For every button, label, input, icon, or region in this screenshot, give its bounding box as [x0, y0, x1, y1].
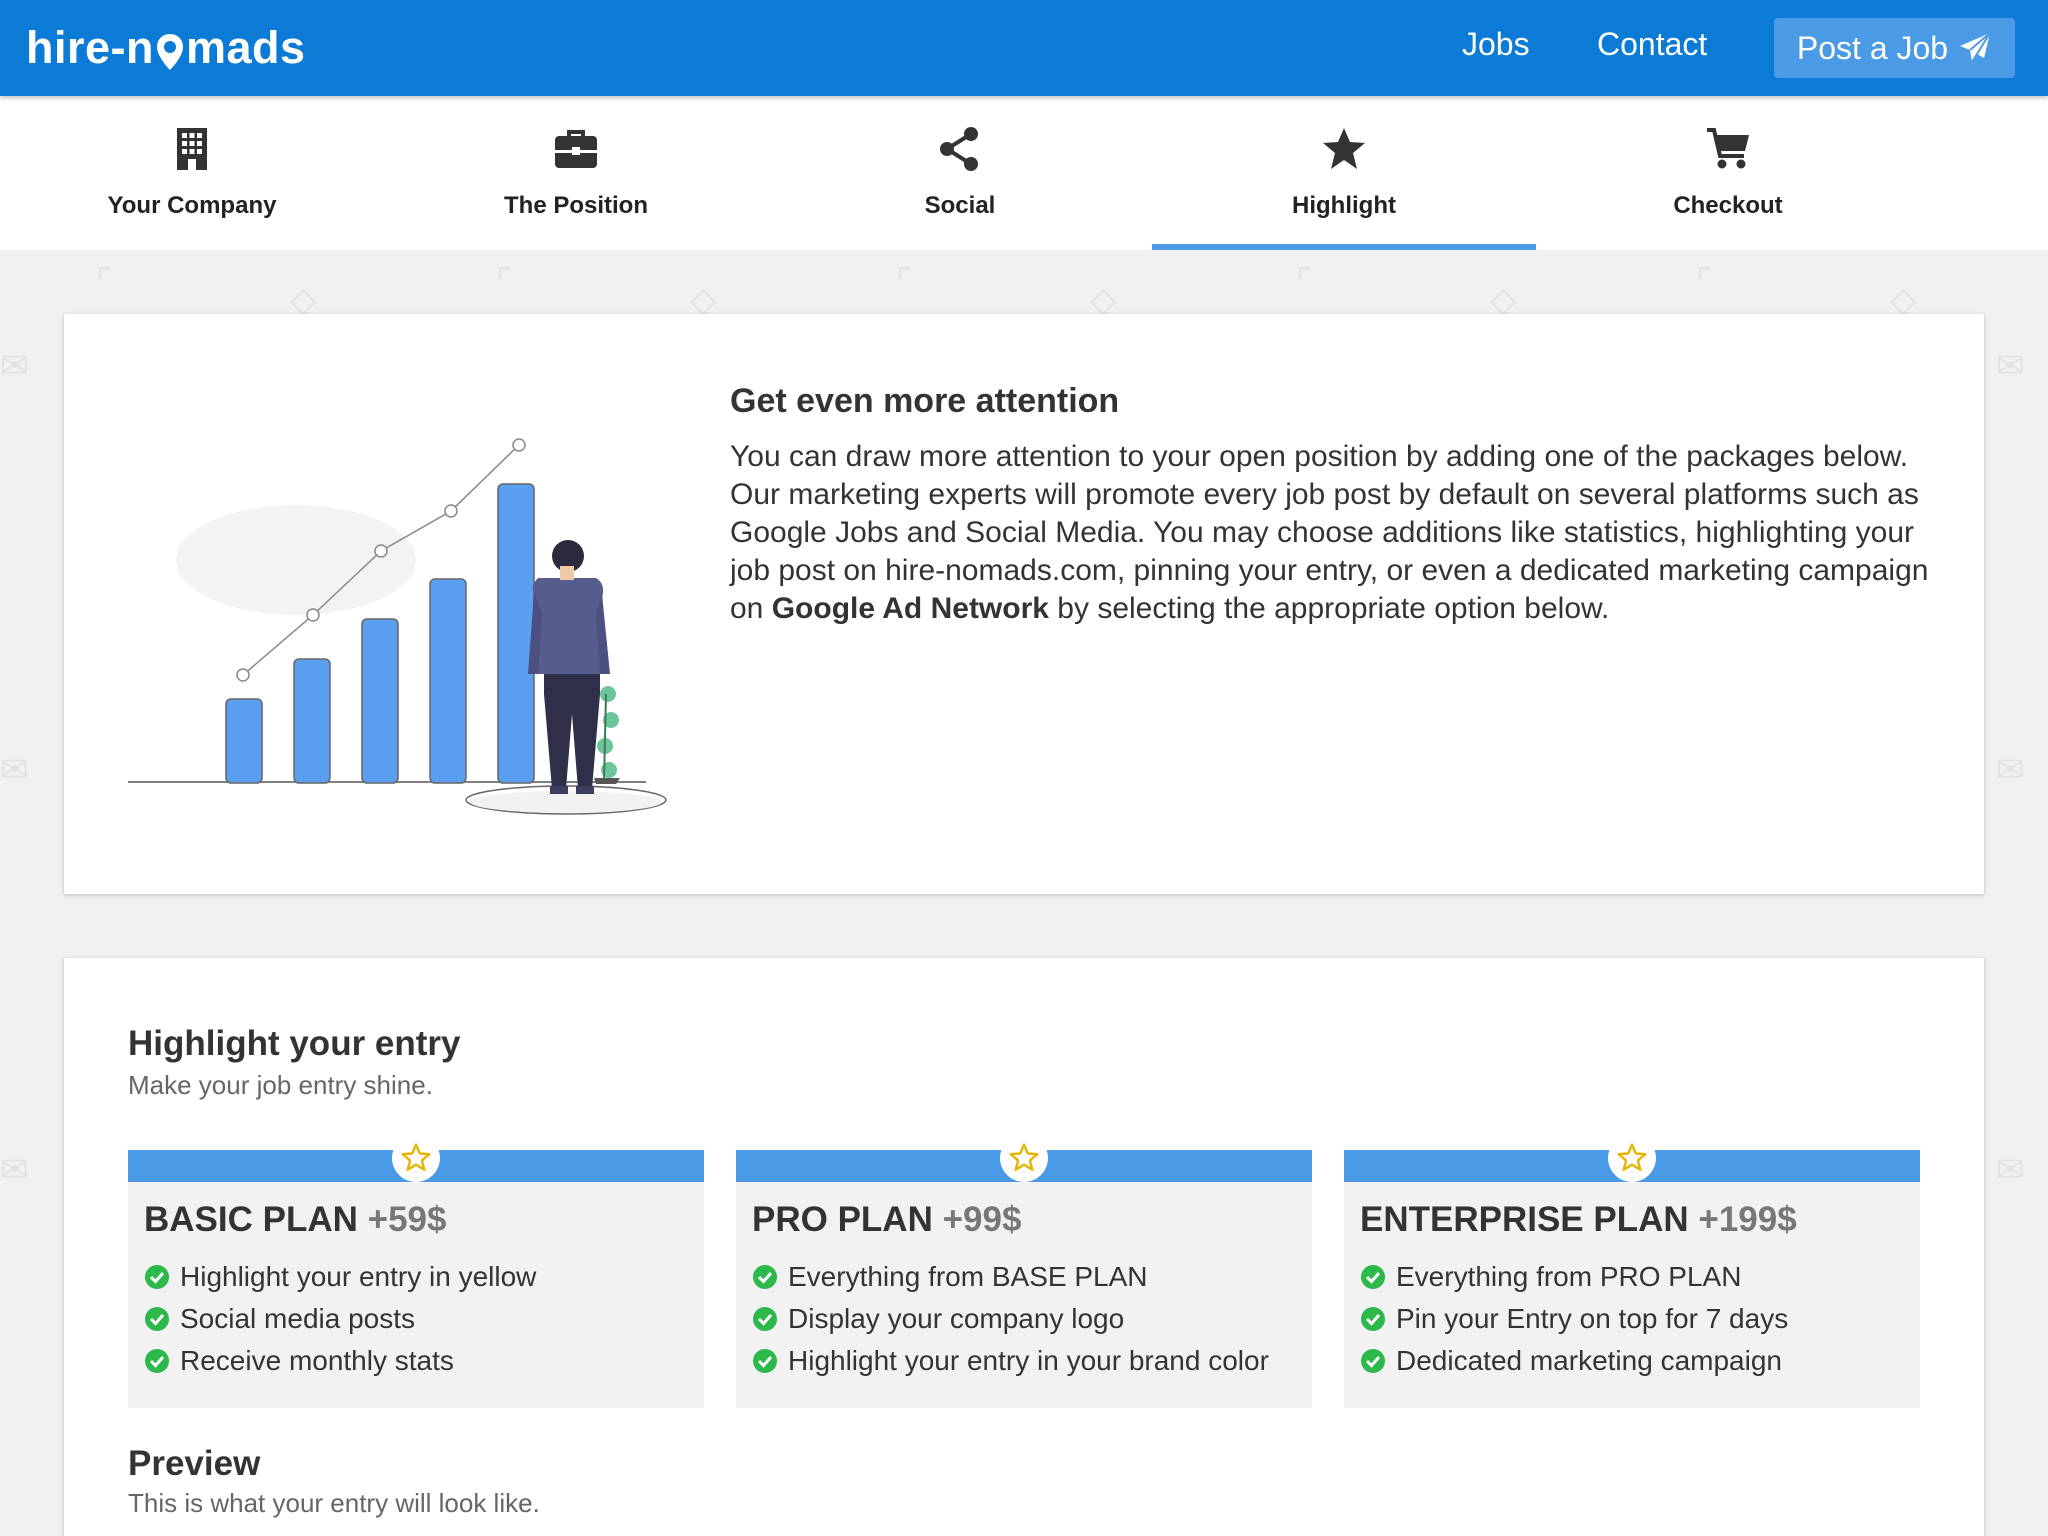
share-icon	[940, 127, 978, 171]
plan-price: +59$	[367, 1200, 447, 1239]
plan-star-badge	[392, 1134, 440, 1182]
paper-plane-icon	[1960, 32, 1991, 63]
plan-feature-text: Everything from PRO PLAN	[1396, 1261, 1742, 1292]
nav-jobs-link[interactable]: Jobs	[1462, 26, 1530, 62]
plan-feature: Social media posts	[144, 1298, 536, 1340]
star-outline-icon	[1009, 1143, 1039, 1172]
check-circle-icon	[1361, 1349, 1385, 1373]
plan-feature: Dedicated marketing campaign	[1360, 1340, 1788, 1382]
tab-label: Checkout	[1673, 192, 1783, 219]
plan-feature: Receive monthly stats	[144, 1340, 536, 1382]
intro-description: You can draw more attention to your open…	[730, 438, 1930, 628]
tab-highlight[interactable]: Highlight	[1152, 96, 1536, 250]
tab-label: The Position	[504, 192, 648, 219]
tab-your-company[interactable]: Your Company	[0, 96, 384, 250]
tab-label: Your Company	[107, 192, 277, 219]
tab-label: Highlight	[1292, 192, 1396, 219]
post-a-job-label: Post a Job	[1796, 29, 1949, 66]
nav-contact-link[interactable]: Contact	[1597, 26, 1708, 62]
preview-subtitle: This is what your entry will look like.	[128, 1488, 540, 1518]
check-circle-icon	[753, 1349, 777, 1373]
location-pin-icon	[157, 34, 184, 70]
site-logo[interactable]: hire-n mads	[26, 18, 306, 78]
star-outline-icon	[1617, 1143, 1647, 1172]
plan-feature: Highlight your entry in yellow	[144, 1256, 536, 1298]
plan-pro[interactable]: PRO PLAN +99$ Everything from BASE PLAN …	[736, 1134, 1312, 1408]
plan-feature: Display your company logo	[752, 1298, 1269, 1340]
post-a-job-button[interactable]: Post a Job	[1774, 18, 2015, 78]
plan-title: PRO PLAN	[752, 1200, 933, 1239]
plan-price: +99$	[942, 1200, 1022, 1239]
intro-text-part: by selecting the appropriate option belo…	[1048, 592, 1610, 625]
top-navbar: hire-n mads Jobs Contact Post a Job	[0, 0, 2048, 96]
plan-feature-text: Highlight your entry in yellow	[180, 1261, 537, 1292]
intro-card: Get even more attention You can draw mor…	[64, 314, 1984, 894]
tab-label: Social	[924, 192, 996, 219]
briefcase-icon	[555, 130, 597, 168]
plan-star-badge	[1608, 1134, 1656, 1182]
star-outline-icon	[401, 1143, 431, 1172]
plan-name: ENTERPRISE PLAN +199$	[1360, 1200, 1797, 1240]
plan-feature-text: Pin your Entry on top for 7 days	[1396, 1303, 1789, 1334]
plan-feature-text: Receive monthly stats	[180, 1345, 454, 1376]
tab-social[interactable]: Social	[768, 96, 1152, 250]
check-circle-icon	[1361, 1307, 1385, 1331]
check-circle-icon	[145, 1307, 169, 1331]
check-circle-icon	[145, 1265, 169, 1289]
plan-feature: Everything from PRO PLAN	[1360, 1256, 1788, 1298]
plan-feature-list: Everything from PRO PLAN Pin your Entry …	[1360, 1256, 1788, 1382]
building-icon	[177, 128, 207, 170]
tab-checkout[interactable]: Checkout	[1536, 96, 1920, 250]
plan-feature: Pin your Entry on top for 7 days	[1360, 1298, 1788, 1340]
check-circle-icon	[145, 1349, 169, 1373]
plan-feature-text: Dedicated marketing campaign	[1396, 1345, 1782, 1376]
intro-text-bold: Google Ad Network	[771, 592, 1049, 625]
intro-text-part: You can draw more attention to your open…	[730, 440, 1929, 625]
plan-feature-list: Highlight your entry in yellow Social me…	[144, 1256, 536, 1382]
growth-chart-illustration	[128, 438, 667, 815]
plan-star-badge	[1000, 1134, 1048, 1182]
check-circle-icon	[1361, 1265, 1385, 1289]
check-circle-icon	[753, 1307, 777, 1331]
plan-enterprise[interactable]: ENTERPRISE PLAN +199$ Everything from PR…	[1344, 1134, 1920, 1408]
cart-icon	[1707, 128, 1749, 169]
preview-title: Preview	[128, 1444, 261, 1483]
logo-text-start: hire-n	[26, 22, 155, 73]
plan-basic[interactable]: BASIC PLAN +59$ Highlight your entry in …	[128, 1134, 704, 1408]
logo-text-end: mads	[186, 22, 306, 73]
plan-price: +199$	[1698, 1200, 1797, 1239]
plan-feature-text: Highlight your entry in your brand color	[788, 1345, 1269, 1376]
plan-feature-text: Everything from BASE PLAN	[788, 1261, 1148, 1292]
background-pattern: ⌜ ◇ ⌜ ◇ ⌜ ◇ ⌜ ◇ ⌜ ◇ ✉ ✉ ✉ ✉ ✉ ✉	[0, 262, 2025, 1190]
plan-feature-text: Social media posts	[180, 1303, 416, 1334]
plan-title: ENTERPRISE PLAN	[1360, 1200, 1689, 1239]
plan-title: BASIC PLAN	[144, 1200, 358, 1239]
step-tabs: Your Company The Position Social Highlig…	[0, 96, 2048, 250]
highlight-title: Highlight your entry	[128, 1024, 461, 1063]
plan-feature-text: Display your company logo	[788, 1303, 1125, 1334]
plan-feature: Everything from BASE PLAN	[752, 1256, 1269, 1298]
tab-the-position[interactable]: The Position	[384, 96, 768, 250]
highlight-card: Highlight your entry Make your job entry…	[64, 958, 1984, 1536]
plan-feature-list: Everything from BASE PLAN Display your c…	[752, 1256, 1269, 1382]
highlight-subtitle: Make your job entry shine.	[128, 1070, 433, 1100]
star-icon	[1323, 128, 1365, 169]
intro-title: Get even more attention	[730, 382, 1120, 420]
plan-name: PRO PLAN +99$	[752, 1200, 1021, 1240]
check-circle-icon	[753, 1265, 777, 1289]
plan-feature: Highlight your entry in your brand color	[752, 1340, 1269, 1382]
plan-name: BASIC PLAN +59$	[144, 1200, 446, 1240]
